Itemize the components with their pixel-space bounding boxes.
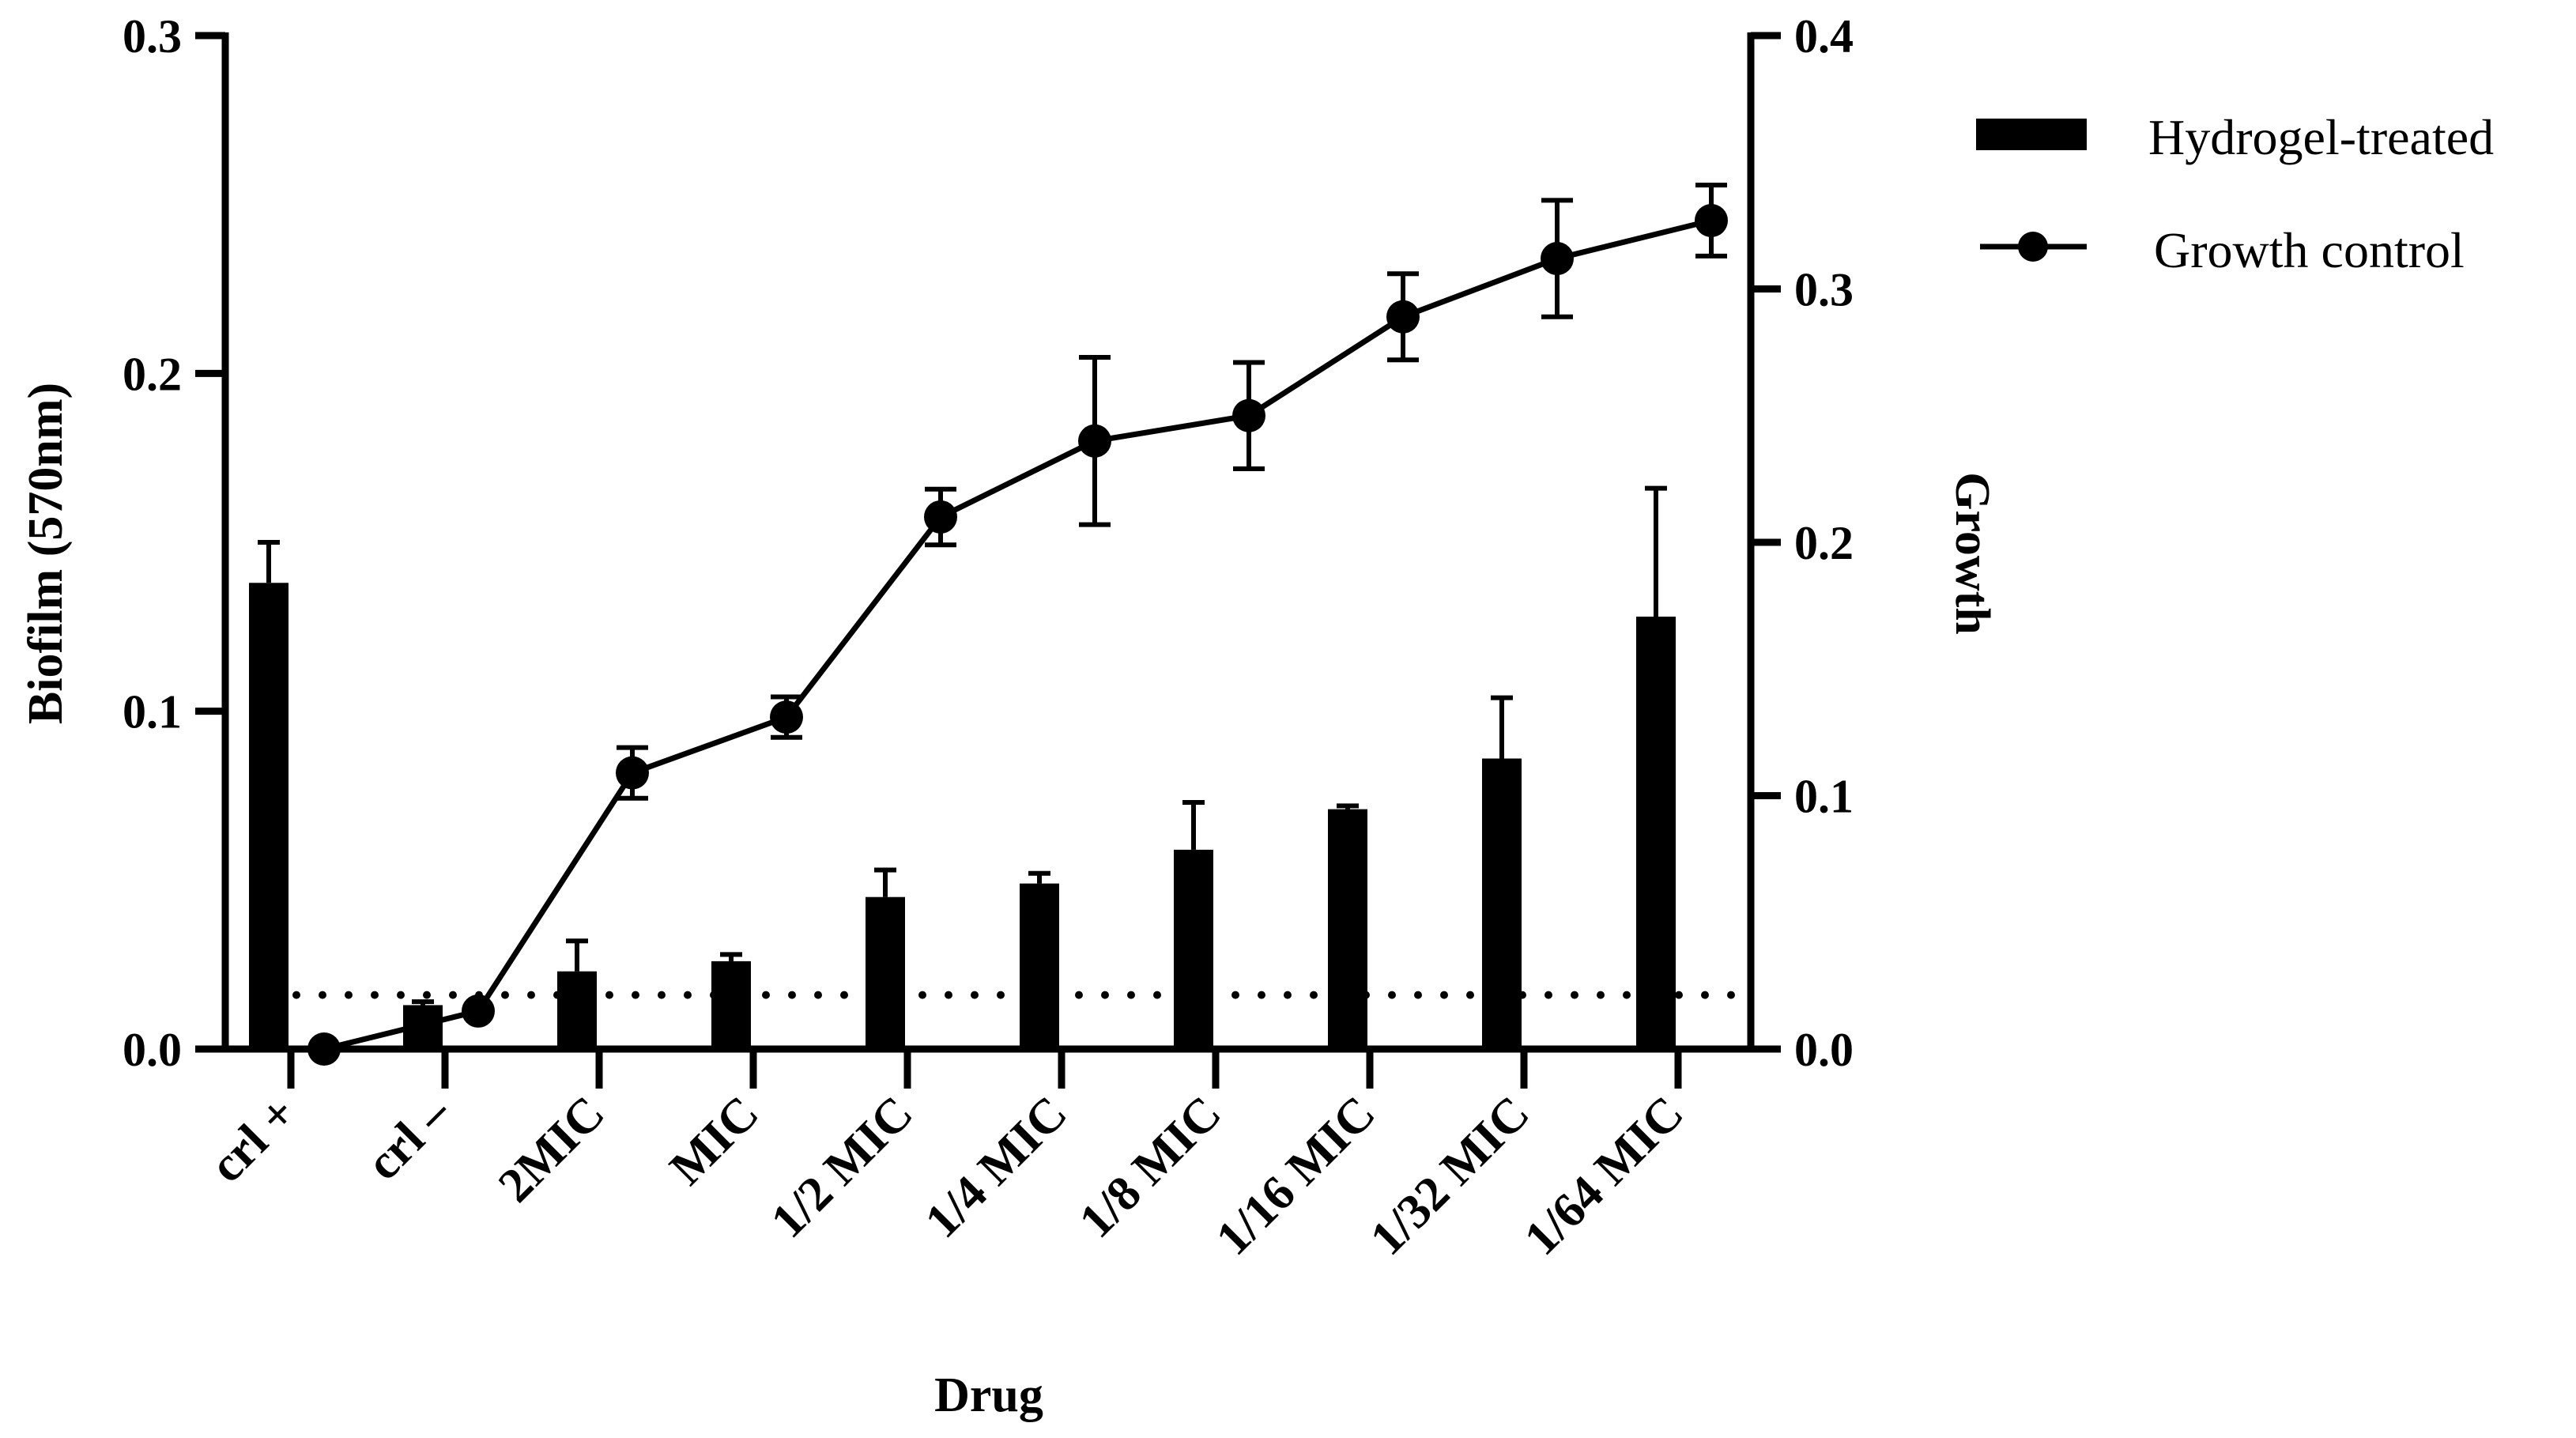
legend: Hydrogel-treated Growth control [1976, 109, 2494, 278]
x-axis-category-label: 1/8 MIC [1069, 1086, 1231, 1248]
right-axis-title: Growth [1945, 472, 1999, 635]
x-axis-category-label: crl – [356, 1085, 462, 1191]
growth-control-point [616, 756, 649, 790]
growth-control-point [1541, 242, 1574, 276]
left-axis-tick-label: 0.0 [123, 1024, 182, 1076]
bar-hydrogel-treated [711, 961, 751, 1049]
right-axis-tick-label: 0.0 [1794, 1024, 1854, 1076]
legend-label-growth: Growth control [2154, 222, 2465, 278]
x-axis-category-label: 1/2 MIC [761, 1086, 923, 1248]
left-axis-tick-label: 0.1 [123, 686, 182, 738]
x-axis-title: Drug [934, 1368, 1043, 1422]
growth-control-point [1695, 203, 1728, 237]
bar-hydrogel-treated [249, 583, 289, 1049]
growth-control-line [323, 217, 1712, 1052]
left-axis-tick-label: 0.3 [123, 10, 182, 62]
x-axis-category-label: 1/32 MIC [1360, 1086, 1540, 1266]
x-axis-category-label: MIC [660, 1086, 769, 1195]
left-axis-tick-label: 0.2 [123, 348, 182, 400]
growth-control-point [307, 1032, 341, 1066]
bar-hydrogel-treated [1020, 883, 1059, 1049]
legend-marker-swatch [2018, 232, 2048, 262]
x-axis-category-label: crl + [200, 1086, 307, 1193]
bar-hydrogel-treated [866, 896, 905, 1049]
growth-control-point [1232, 398, 1265, 432]
right-axis-tick-label: 0.4 [1794, 10, 1854, 62]
bar-hydrogel-treated [1482, 758, 1522, 1049]
bar-hydrogel-treated [1636, 617, 1676, 1049]
growth-control-point [924, 500, 957, 534]
bar-hydrogel-treated [1174, 849, 1213, 1049]
x-axis-category-label: 1/16 MIC [1206, 1086, 1386, 1266]
legend-bar-swatch [1976, 119, 2087, 150]
growth-control-point [462, 994, 495, 1028]
x-axis-category-label: 1/64 MIC [1514, 1086, 1694, 1266]
bar-hydrogel-treated [1328, 809, 1367, 1049]
bar-hydrogel-treated [557, 971, 597, 1049]
right-axis-tick-label: 0.3 [1794, 264, 1854, 316]
right-axis-tick-label: 0.2 [1794, 517, 1854, 569]
marks: 0.0 0.1 0.2 0.3 0.0 0.1 0.2 0.3 0.4 crl + crl –2MI… [123, 10, 1854, 1266]
growth-control-point [1386, 300, 1420, 334]
x-axis-category-label: 2MIC [488, 1086, 615, 1213]
x-axis-category-label: 1/4 MIC [915, 1086, 1077, 1248]
left-axis-title: Biofilm (570nm) [19, 383, 73, 724]
growth-control-point [1078, 424, 1111, 458]
legend-label-hydrogel: Hydrogel-treated [2148, 109, 2494, 165]
right-axis-tick-label: 0.1 [1794, 771, 1854, 823]
growth-control-point [770, 700, 803, 734]
